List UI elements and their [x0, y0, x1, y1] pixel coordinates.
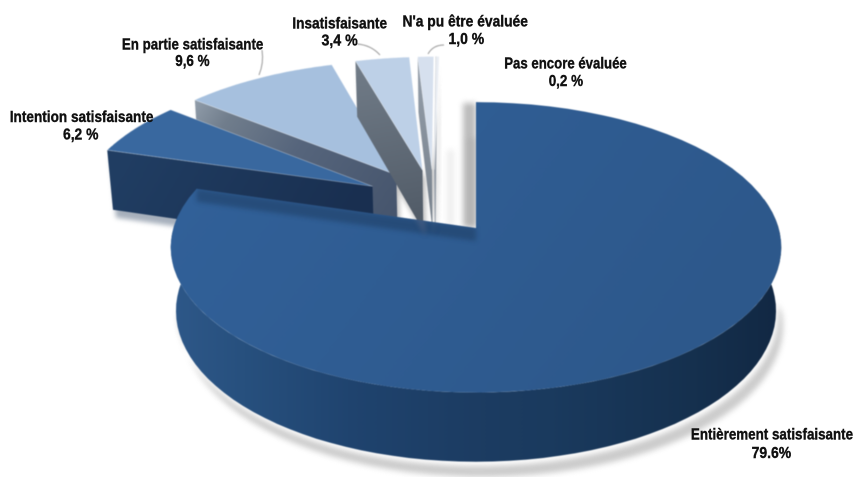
svg-text:1,0 %: 1,0 %: [448, 31, 484, 48]
svg-text:6,2 %: 6,2 %: [63, 127, 98, 144]
svg-text:Entièrement satisfaisante: Entièrement satisfaisante: [691, 427, 853, 444]
svg-text:79.6%: 79.6%: [752, 445, 792, 462]
svg-text:Pas encore évaluée: Pas encore évaluée: [504, 56, 627, 73]
svg-text:Insatisfaisante: Insatisfaisante: [292, 15, 387, 32]
svg-text:9,6 %: 9,6 %: [175, 53, 209, 70]
svg-text:Intention satisfaisante: Intention satisfaisante: [10, 109, 154, 126]
svg-text:En partie satisfaisante: En partie satisfaisante: [122, 36, 263, 53]
svg-text:3,4 %: 3,4 %: [321, 33, 357, 50]
svg-text:N'a pu être évaluée: N'a pu être évaluée: [403, 13, 528, 30]
svg-text:0,2 %: 0,2 %: [549, 73, 583, 90]
